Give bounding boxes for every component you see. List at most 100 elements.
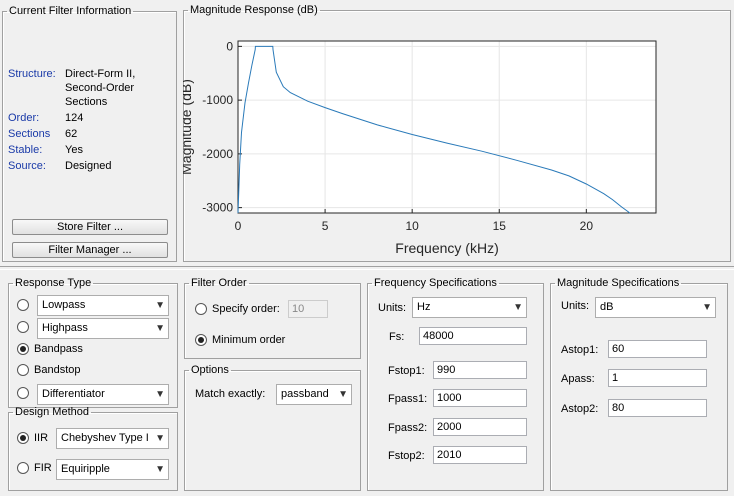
y-tick-label: 0: [226, 39, 233, 53]
specify-order-input[interactable]: 10: [288, 300, 328, 318]
specify-order-label[interactable]: Specify order:: [212, 303, 280, 315]
stable-value: Yes: [65, 144, 83, 156]
apass-input[interactable]: 1: [608, 369, 707, 387]
plot-frame: [237, 40, 657, 214]
x-tick-label: 10: [405, 219, 419, 233]
freq-units-dropdown[interactable]: Hz ▼: [412, 297, 527, 318]
frequency-specs-panel: Frequency Specifications: [367, 277, 544, 491]
filter-order-panel: Filter Order: [184, 277, 361, 359]
order-label: Order:: [8, 112, 40, 124]
sections-label: Sections: [8, 128, 51, 140]
x-axis-label: Frequency (kHz): [395, 240, 498, 256]
chevron-down-icon: ▼: [338, 389, 348, 400]
lowpass-dropdown[interactable]: Lowpass ▼: [37, 295, 169, 316]
match-exactly-dropdown[interactable]: passband ▼: [276, 384, 352, 405]
filter-order-title: Filter Order: [191, 277, 247, 289]
fpass2-label: Fpass2:: [388, 422, 428, 434]
fstop2-input[interactable]: 2010: [433, 446, 527, 464]
mag-units-dropdown[interactable]: dB ▼: [595, 297, 716, 318]
structure-label: Structure:: [8, 68, 56, 80]
y-tick-label: -2000: [202, 147, 233, 161]
fir-label[interactable]: FIR: [34, 462, 52, 474]
plot-area: [238, 41, 656, 213]
chevron-down-icon: ▼: [702, 302, 712, 313]
minimum-order-label[interactable]: Minimum order: [212, 334, 286, 346]
y-axis-label: Magnitude (dB): [183, 79, 194, 175]
chevron-down-icon: ▼: [155, 464, 165, 475]
freq-units-value: Hz: [417, 301, 431, 313]
lowpass-radio[interactable]: [17, 299, 29, 311]
iir-label[interactable]: IIR: [34, 432, 49, 444]
y-tick-label: -3000: [202, 201, 233, 215]
section-divider: [0, 266, 734, 270]
magnitude-response-panel: Magnitude Response (dB): [183, 4, 731, 262]
source-value: Designed: [65, 160, 112, 172]
source-label: Source:: [8, 160, 46, 172]
structure-value-line3: Sections: [65, 96, 108, 108]
fir-design-value: Equiripple: [61, 463, 110, 475]
astop1-input[interactable]: 60: [608, 340, 707, 358]
x-tick-label: 20: [580, 219, 594, 233]
chevron-down-icon: ▼: [155, 433, 165, 444]
fstop2-label: Fstop2:: [388, 450, 425, 462]
fpass2-input[interactable]: 2000: [433, 418, 527, 436]
mag-units-label: Units:: [561, 300, 590, 312]
design-method-title: Design Method: [15, 406, 89, 418]
fir-design-dropdown[interactable]: Equiripple ▼: [56, 459, 169, 480]
filter-manager-button[interactable]: Filter Manager ...: [12, 242, 168, 258]
fstop1-input[interactable]: 990: [433, 361, 527, 379]
frequency-specs-title: Frequency Specifications: [374, 277, 497, 289]
fs-input[interactable]: 48000: [419, 327, 527, 345]
response-type-panel: Response Type: [8, 277, 178, 408]
chevron-down-icon: ▼: [155, 300, 165, 311]
bandstop-radio[interactable]: [17, 364, 29, 376]
magnitude-response-chart: 0 5 10 15 20 0 -1000 -2000 -3000 Frequency (kHz) M…: [183, 39, 657, 256]
x-tick-label: 15: [493, 219, 507, 233]
chevron-down-icon: ▼: [513, 302, 523, 313]
iir-design-value: Chebyshev Type I: [61, 432, 149, 444]
x-tick-label: 5: [322, 219, 329, 233]
options-title: Options: [191, 364, 229, 376]
fpass1-input[interactable]: 1000: [433, 389, 527, 407]
y-tick-label: -1000: [202, 93, 233, 107]
order-value: 124: [65, 112, 84, 124]
current-filter-info-title: Current Filter Information: [9, 5, 132, 17]
highpass-radio[interactable]: [17, 321, 29, 333]
options-panel: Options: [184, 364, 361, 491]
magnitude-response-title: Magnitude Response (dB): [190, 4, 318, 16]
astop1-label: Astop1:: [561, 344, 599, 356]
bandpass-label[interactable]: Bandpass: [34, 343, 83, 355]
lowpass-dropdown-value: Lowpass: [42, 299, 86, 311]
fs-label: Fs:: [389, 331, 405, 343]
astop2-input[interactable]: 80: [608, 399, 707, 417]
structure-value-line2: Second-Order: [65, 82, 135, 94]
iir-radio[interactable]: [17, 432, 29, 444]
highpass-dropdown-value: Highpass: [42, 322, 88, 334]
minimum-order-radio[interactable]: [195, 334, 207, 346]
fpass1-label: Fpass1:: [388, 393, 428, 405]
response-type-title: Response Type: [15, 277, 92, 289]
sections-value: 62: [65, 128, 78, 140]
chevron-down-icon: ▼: [155, 389, 165, 400]
match-exactly-label: Match exactly:: [195, 388, 266, 400]
stable-label: Stable:: [8, 144, 43, 156]
highpass-dropdown[interactable]: Highpass ▼: [37, 318, 169, 339]
specify-order-radio[interactable]: [195, 303, 207, 315]
fstop1-label: Fstop1:: [388, 365, 425, 377]
differentiator-radio[interactable]: [17, 387, 29, 399]
apass-label: Apass:: [561, 373, 595, 385]
iir-design-dropdown[interactable]: Chebyshev Type I ▼: [56, 428, 169, 449]
design-method-panel: Design Method: [8, 406, 178, 491]
bandpass-radio[interactable]: [17, 343, 29, 355]
x-tick-label: 0: [235, 219, 242, 233]
current-filter-info-panel: Current Filter Information: [2, 5, 177, 262]
structure-value-line1: Direct-Form II,: [65, 68, 136, 80]
differentiator-dropdown-value: Differentiator: [42, 388, 105, 400]
differentiator-dropdown[interactable]: Differentiator ▼: [37, 384, 169, 405]
bandstop-label[interactable]: Bandstop: [34, 364, 81, 376]
magnitude-specs-title: Magnitude Specifications: [557, 277, 680, 289]
fir-radio[interactable]: [17, 462, 29, 474]
magnitude-series-line: [237, 45, 631, 214]
freq-units-label: Units:: [378, 302, 407, 314]
store-filter-button[interactable]: Store Filter ...: [12, 219, 168, 235]
